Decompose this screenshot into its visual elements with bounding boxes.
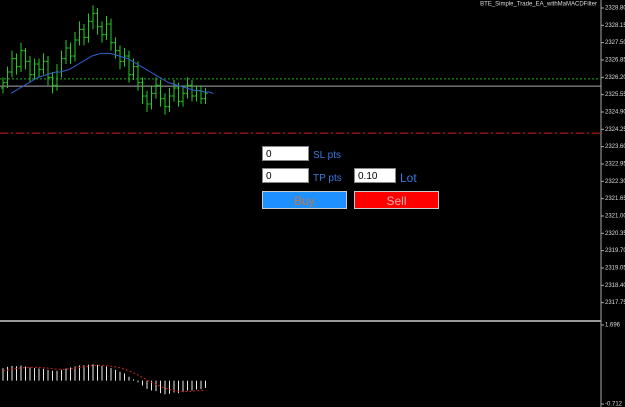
y-tick-label: 1.696 [605,323,621,329]
sl-label: SL pts [313,150,341,161]
signal-line [2,364,206,392]
y-tick-label: 2328.15 [605,23,625,29]
y-tick-label: 2321.00 [605,214,625,220]
y-tick-label: 2321.65 [605,196,625,202]
y-tick-label: 2320.35 [605,231,625,237]
tp-label: TP pts [313,173,342,184]
buy-button[interactable]: Buy [262,191,347,209]
y-tick-label: 2325.55 [605,92,625,98]
tp-input[interactable]: 0 [262,168,309,183]
sl-input[interactable]: 0 [262,146,309,161]
moving-average [10,52,214,94]
ea-title: BTE_Simple_Trade_EA_withMaMACDFilter [480,2,597,8]
y-tick-label: 2324.25 [605,127,625,133]
y-tick-label: 2324.90 [605,110,625,116]
y-tick-label: 2317.75 [605,300,625,306]
y-tick-label: 2318.40 [605,283,625,289]
y-tick-label: 2319.70 [605,248,625,254]
y-tick-label: -0.712 [605,402,623,407]
y-tick-label: 2322.30 [605,179,625,185]
y-tick-label: 2326.20 [605,75,625,81]
y-tick-label: 2319.05 [605,266,625,272]
y-tick-label: 2323.60 [605,144,625,150]
y-tick-label: 2322.95 [605,162,625,168]
y-tick-label: 2327.50 [605,40,625,46]
lot-label: Lot [400,171,417,185]
y-tick-label: 2326.85 [605,58,625,64]
sell-button[interactable]: Sell [354,191,439,209]
y-tick-label: 2328.80 [605,6,625,12]
lot-input[interactable]: 0.10 [354,168,396,183]
